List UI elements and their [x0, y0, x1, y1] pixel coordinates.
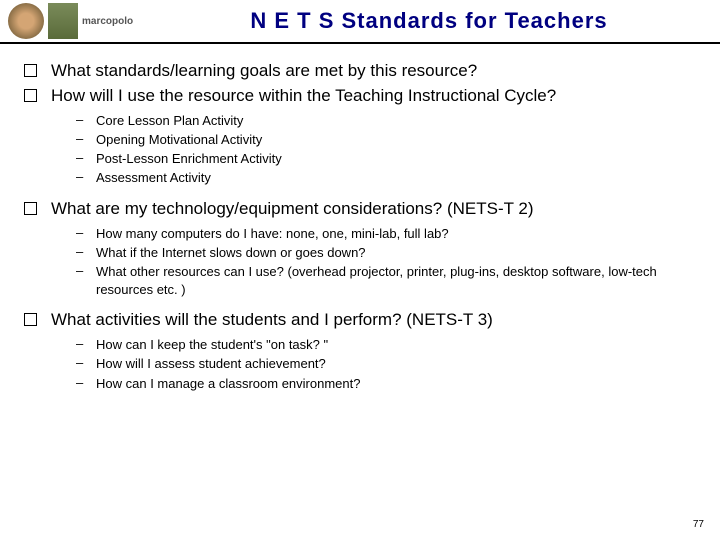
question-text: What are my technology/equipment conside…: [51, 198, 534, 221]
dash-icon: –: [76, 355, 96, 370]
sub-item: –What other resources can I use? (overhe…: [76, 263, 696, 299]
sub-list: –How can I keep the student's "on task? …: [24, 336, 696, 393]
page-number: 77: [693, 519, 704, 530]
sub-text: How will I assess student achievement?: [96, 355, 326, 373]
dash-icon: –: [76, 263, 96, 278]
sub-item: –Core Lesson Plan Activity: [76, 112, 696, 130]
dash-icon: –: [76, 169, 96, 184]
question-item: What activities will the students and I …: [24, 309, 696, 332]
sub-item: –Assessment Activity: [76, 169, 696, 187]
sub-item: –How can I manage a classroom environmen…: [76, 375, 696, 393]
sub-item: –Post-Lesson Enrichment Activity: [76, 150, 696, 168]
sub-text: How can I keep the student's "on task? ": [96, 336, 328, 354]
checkbox-icon: [24, 202, 37, 215]
sub-text: Opening Motivational Activity: [96, 131, 262, 149]
page-title: N E T S Standards for Teachers: [168, 8, 720, 34]
logo-figure-icon: [48, 3, 78, 39]
question-text: What standards/learning goals are met by…: [51, 60, 477, 83]
sub-item: –How many computers do I have: none, one…: [76, 225, 696, 243]
sub-text: What other resources can I use? (overhea…: [96, 263, 696, 299]
logo-area: marcopolo: [8, 1, 168, 41]
content-area: What standards/learning goals are met by…: [0, 44, 720, 393]
sub-text: How many computers do I have: none, one,…: [96, 225, 449, 243]
checkbox-icon: [24, 89, 37, 102]
logo-globe-icon: [8, 3, 44, 39]
dash-icon: –: [76, 112, 96, 127]
sub-list: –Core Lesson Plan Activity –Opening Moti…: [24, 112, 696, 188]
dash-icon: –: [76, 244, 96, 259]
question-text: What activities will the students and I …: [51, 309, 493, 332]
sub-item: –Opening Motivational Activity: [76, 131, 696, 149]
question-item: How will I use the resource within the T…: [24, 85, 696, 108]
sub-text: Post-Lesson Enrichment Activity: [96, 150, 282, 168]
sub-text: How can I manage a classroom environment…: [96, 375, 360, 393]
sub-item: –How can I keep the student's "on task? …: [76, 336, 696, 354]
dash-icon: –: [76, 150, 96, 165]
sub-text: Assessment Activity: [96, 169, 211, 187]
dash-icon: –: [76, 225, 96, 240]
checkbox-icon: [24, 313, 37, 326]
checkbox-icon: [24, 64, 37, 77]
sub-text: What if the Internet slows down or goes …: [96, 244, 366, 262]
sub-item: –What if the Internet slows down or goes…: [76, 244, 696, 262]
header: marcopolo N E T S Standards for Teachers: [0, 0, 720, 44]
dash-icon: –: [76, 336, 96, 351]
sub-list: –How many computers do I have: none, one…: [24, 225, 696, 300]
logo-text: marcopolo: [82, 16, 133, 27]
question-text: How will I use the resource within the T…: [51, 85, 556, 108]
dash-icon: –: [76, 131, 96, 146]
question-item: What are my technology/equipment conside…: [24, 198, 696, 221]
dash-icon: –: [76, 375, 96, 390]
sub-item: –How will I assess student achievement?: [76, 355, 696, 373]
question-item: What standards/learning goals are met by…: [24, 60, 696, 83]
sub-text: Core Lesson Plan Activity: [96, 112, 243, 130]
